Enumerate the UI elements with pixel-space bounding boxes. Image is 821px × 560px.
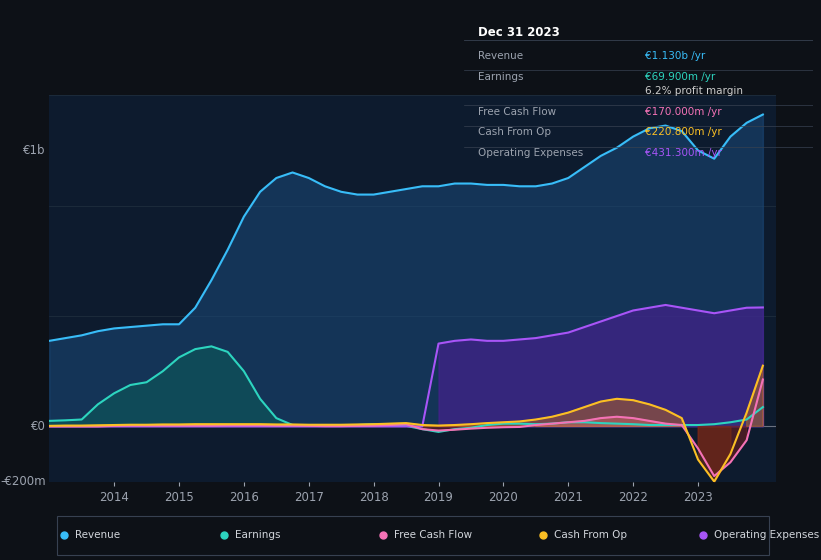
Text: 6.2% profit margin: 6.2% profit margin: [645, 86, 743, 96]
Text: Free Cash Flow: Free Cash Flow: [478, 107, 556, 116]
Bar: [57, 516, 768, 555]
Text: €220.800m /yr: €220.800m /yr: [645, 128, 722, 138]
Text: Cash From Op: Cash From Op: [478, 128, 551, 138]
Text: Revenue: Revenue: [478, 51, 523, 61]
Text: Operating Expenses: Operating Expenses: [478, 148, 583, 158]
Text: Free Cash Flow: Free Cash Flow: [394, 530, 473, 540]
Text: Cash From Op: Cash From Op: [554, 530, 627, 540]
Text: €431.300m /yr: €431.300m /yr: [645, 148, 722, 158]
Text: €1b: €1b: [23, 144, 46, 157]
Text: €0: €0: [30, 420, 46, 433]
Text: -€200m: -€200m: [0, 475, 46, 488]
Text: Dec 31 2023: Dec 31 2023: [478, 26, 560, 39]
Text: €1.130b /yr: €1.130b /yr: [645, 51, 705, 61]
Text: Earnings: Earnings: [235, 530, 280, 540]
Text: €69.900m /yr: €69.900m /yr: [645, 72, 716, 82]
Text: Revenue: Revenue: [75, 530, 120, 540]
Text: €170.000m /yr: €170.000m /yr: [645, 107, 722, 116]
Text: Earnings: Earnings: [478, 72, 523, 82]
Text: Operating Expenses: Operating Expenses: [714, 530, 819, 540]
